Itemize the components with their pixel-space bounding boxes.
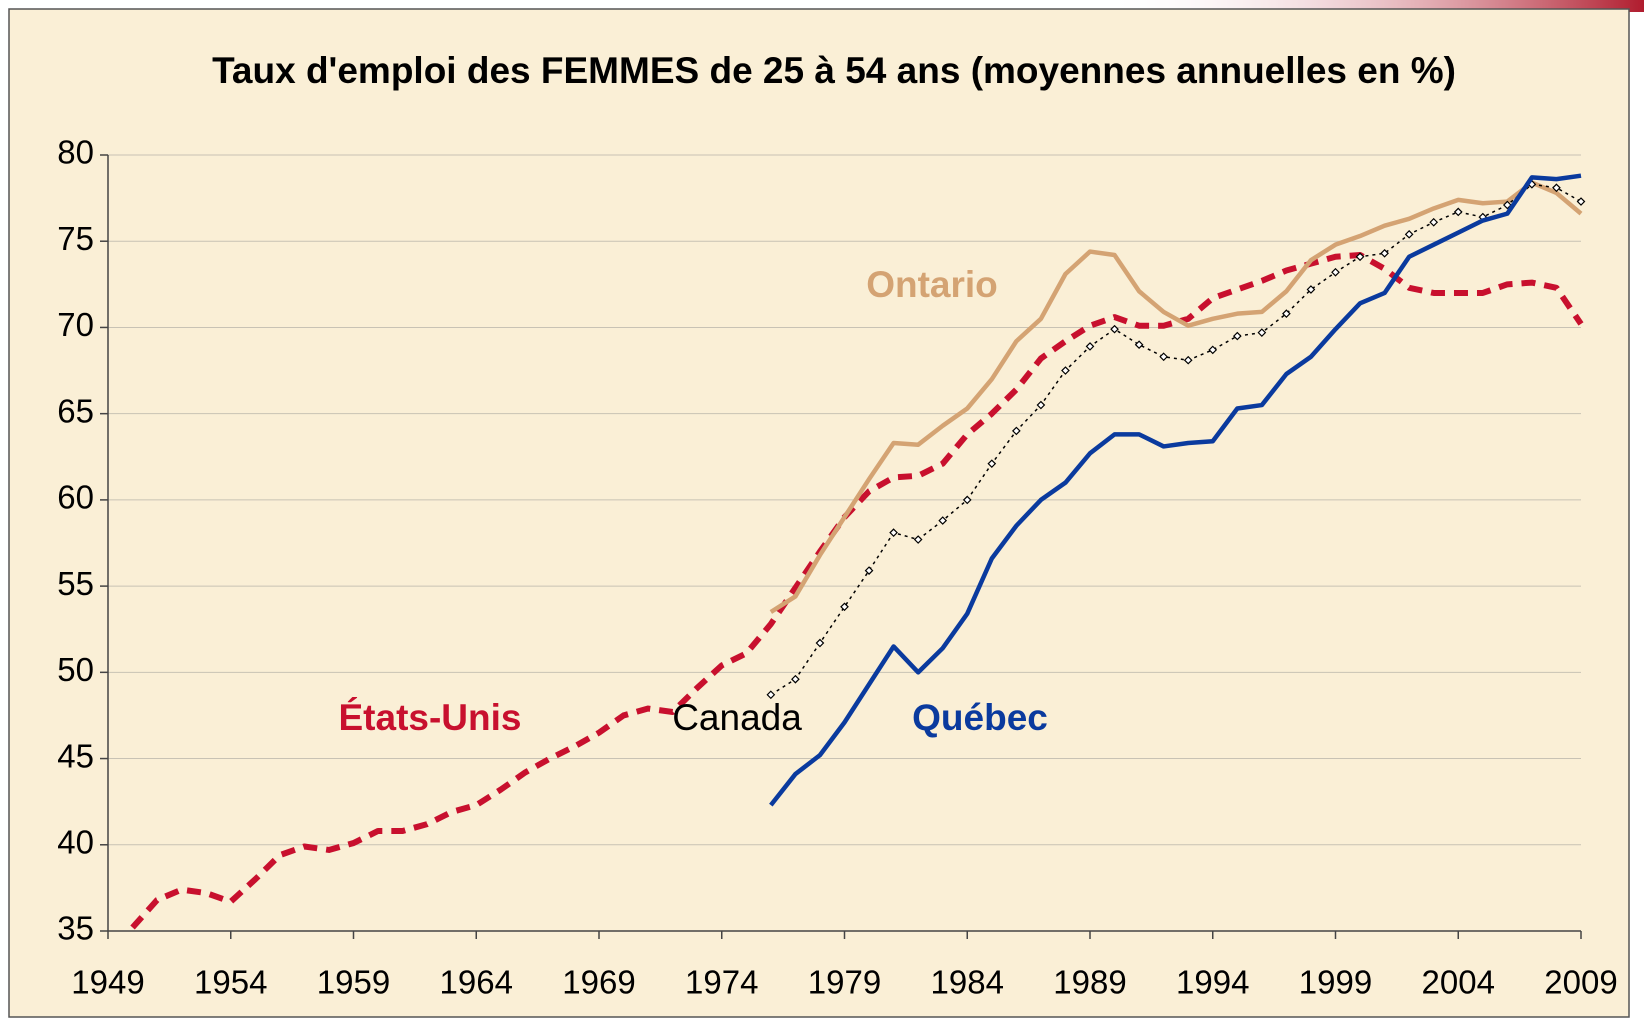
series-label: Ontario (866, 264, 998, 305)
point-marker (1331, 267, 1340, 277)
point-marker (1134, 340, 1144, 350)
x-tick-label: 1959 (317, 964, 390, 1001)
x-tick-label: 1949 (71, 964, 144, 1001)
point-marker (1012, 426, 1021, 436)
x-tick-label: 1964 (440, 964, 513, 1001)
point-marker (1257, 328, 1267, 337)
point-marker (1306, 285, 1316, 294)
point-marker (1036, 400, 1046, 410)
point-marker (766, 690, 776, 700)
x-tick-label: 2004 (1422, 964, 1495, 1001)
y-tick-label: 65 (57, 392, 94, 429)
point-marker (1061, 366, 1070, 375)
point-marker (1208, 345, 1218, 355)
series-label: Québec (912, 697, 1048, 738)
series-line (769, 173, 1582, 807)
point-marker (1380, 248, 1389, 258)
point-marker (1159, 352, 1168, 362)
series-line (770, 183, 1582, 696)
point-marker (1552, 183, 1561, 193)
point-marker (1453, 207, 1463, 217)
series-line (130, 252, 1584, 930)
point-marker (1085, 342, 1095, 351)
x-tick-label: 1979 (808, 964, 881, 1001)
y-tick-label: 45 (57, 737, 94, 774)
point-marker (840, 602, 849, 612)
y-tick-label: 70 (57, 306, 94, 343)
point-marker (1183, 355, 1193, 365)
x-tick-label: 1984 (931, 964, 1004, 1001)
y-tick-label: 80 (57, 134, 94, 171)
y-tick-label: 40 (57, 823, 94, 860)
series-line (769, 180, 1583, 614)
point-marker (1404, 229, 1414, 239)
series-label: États-Unis (339, 697, 522, 738)
x-tick-label: 1954 (194, 964, 267, 1001)
point-marker (889, 528, 898, 538)
point-marker (1355, 252, 1365, 262)
point-marker (1282, 309, 1291, 318)
point-marker (864, 566, 874, 575)
x-tick-label: 1989 (1053, 964, 1126, 1001)
x-tick-label: 1974 (685, 964, 758, 1001)
point-marker (1576, 197, 1586, 206)
chart-title: Taux d'emploi des FEMMES de 25 à 54 ans … (212, 50, 1456, 91)
x-tick-label: 2009 (1544, 964, 1617, 1001)
point-marker (987, 459, 997, 469)
point-marker (1232, 331, 1242, 341)
point-marker (938, 516, 948, 525)
point-marker (1110, 324, 1119, 334)
y-tick-label: 55 (57, 565, 94, 602)
point-marker (791, 674, 800, 684)
series-label: Canada (672, 697, 802, 738)
y-tick-label: 60 (57, 479, 94, 516)
y-tick-label: 75 (57, 220, 94, 257)
x-tick-label: 1969 (562, 964, 635, 1001)
point-marker (1429, 217, 1439, 227)
x-tick-label: 1994 (1176, 964, 1249, 1001)
point-marker (913, 535, 923, 544)
point-marker (962, 495, 972, 505)
y-tick-label: 35 (57, 910, 94, 947)
point-marker (815, 638, 825, 648)
point-marker (1503, 200, 1512, 210)
x-tick-label: 1999 (1299, 964, 1372, 1001)
y-tick-label: 50 (57, 651, 94, 688)
chart-background (8, 8, 1630, 1018)
